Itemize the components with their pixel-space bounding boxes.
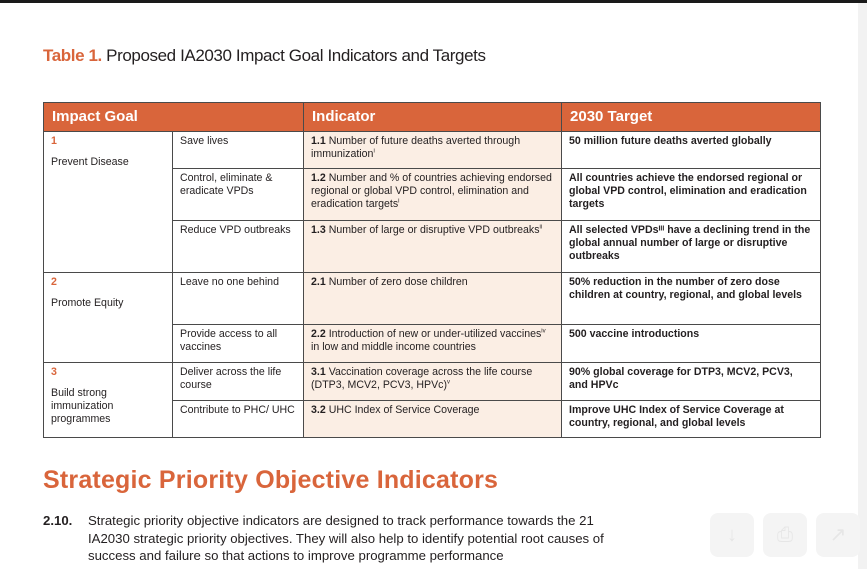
table-header-row: Impact Goal Indicator 2030 Target [42,102,822,132]
sub-goal: Contribute to PHC/ UHC [171,400,305,438]
indicator-cell: 3.2 UHC Index of Service Coverage [303,400,563,438]
paragraph-number: 2.10. [43,513,73,528]
table-number: Table 1. [43,46,102,65]
share-icon[interactable]: ↗ [816,513,860,557]
goal-number: 1 [51,135,57,147]
impact-goals-table: Impact Goal Indicator 2030 Target 1 Prev… [42,102,822,438]
indicator-cell: 1.1 Number of future deaths averted thro… [303,131,563,169]
footnote-marker: v [447,379,450,386]
table-row: Provide access to all vaccines 2.2 Intro… [44,324,822,363]
indicator-text: Number of large or disruptive VPD outbre… [325,224,540,236]
goal-name: Prevent Disease [51,156,129,168]
goal-number: 2 [51,276,57,288]
goal-name: Build strong immunization programmes [51,387,114,425]
indicator-cell: 2.2 Introduction of new or under-utilize… [303,324,563,363]
top-border [0,0,867,3]
table-row: 1 Prevent Disease Save lives 1.1 Number … [43,131,822,273]
sub-goal: Control, eliminate & eradicate VPDs [171,168,305,221]
goal-cell: 2 Promote Equity [43,272,173,363]
download-icon[interactable]: ↓ [710,513,754,557]
indicator-text: Introduction of new or under-utilized va… [325,328,542,340]
footnote-marker: iv [541,328,546,335]
header-impact-goal: Impact Goal [42,102,305,132]
footnote-marker: i [373,148,375,155]
footnote-marker: ii [539,224,543,231]
sub-goal: Save lives [171,131,305,169]
target-cell: 50 million future deaths averted globall… [561,131,822,169]
indicator-text: Number and % of countries achieving endo… [311,172,552,210]
target-cell: All selected VPDsᴵᴵᴵ have a declining tr… [561,220,822,273]
indicator-number: 1.3 [311,224,326,236]
goal-name: Promote Equity [51,297,124,309]
sub-goal: Deliver across the life course [171,362,305,401]
indicator-number: 3.1 [311,366,326,378]
indicator-text: Number of zero dose children [325,276,468,288]
paragraph-text: Strategic priority objective indicators … [88,513,604,563]
header-indicator: Indicator [303,102,563,132]
table-row: 3 Build strong immunization programmes D… [43,362,822,438]
target-cell: 90% global coverage for DTP3, MCV2, PCV3… [561,362,822,401]
indicator-number: 2.1 [311,276,326,288]
indicator-number: 1.1 [311,135,326,147]
indicator-cell: 2.1 Number of zero dose children [303,272,563,325]
target-cell: Improve UHC Index of Service Coverage at… [561,400,822,438]
scroll-edge [858,3,867,569]
indicator-text: Number of future deaths averted through … [311,135,521,160]
footnote-marker: i [398,198,400,205]
print-icon[interactable]: ⎙ [763,513,807,557]
indicator-text: Vaccination coverage across the life cou… [311,366,533,391]
indicator-cell: 1.2 Number and % of countries achieving … [303,168,563,221]
sub-goal: Reduce VPD outbreaks [171,220,305,273]
indicator-text-after: in low and middle income countries [311,341,476,353]
sub-goal: Leave no one behind [171,272,305,325]
target-cell: All countries achieve the endorsed regio… [561,168,822,221]
goal-cell: 3 Build strong immunization programmes [43,362,173,438]
goal-cell: 1 Prevent Disease [43,131,173,273]
goal-number: 3 [51,366,57,378]
table-row: Reduce VPD outbreaks 1.3 Number of large… [44,220,822,273]
sub-goal: Provide access to all vaccines [171,324,305,363]
table-row: Contribute to PHC/ UHC 3.2 UHC Index of … [44,400,822,438]
table-title: Table 1. Proposed IA2030 Impact Goal Ind… [43,46,486,66]
table-title-text: Proposed IA2030 Impact Goal Indicators a… [101,46,486,65]
header-target: 2030 Target [561,102,822,132]
indicator-cell: 1.3 Number of large or disruptive VPD ou… [303,220,563,273]
indicator-number: 2.2 [311,328,326,340]
indicator-number: 3.2 [311,404,326,416]
target-cell: 500 vaccine introductions [561,324,822,363]
target-cell: 50% reduction in the number of zero dose… [561,272,822,325]
section-heading: Strategic Priority Objective Indicators [43,466,499,494]
indicator-text: UHC Index of Service Coverage [325,404,480,416]
indicator-number: 1.2 [311,172,326,184]
indicator-cell: 3.1 Vaccination coverage across the life… [303,362,563,401]
table-row: 2 Promote Equity Leave no one behind 2.1… [43,272,822,363]
